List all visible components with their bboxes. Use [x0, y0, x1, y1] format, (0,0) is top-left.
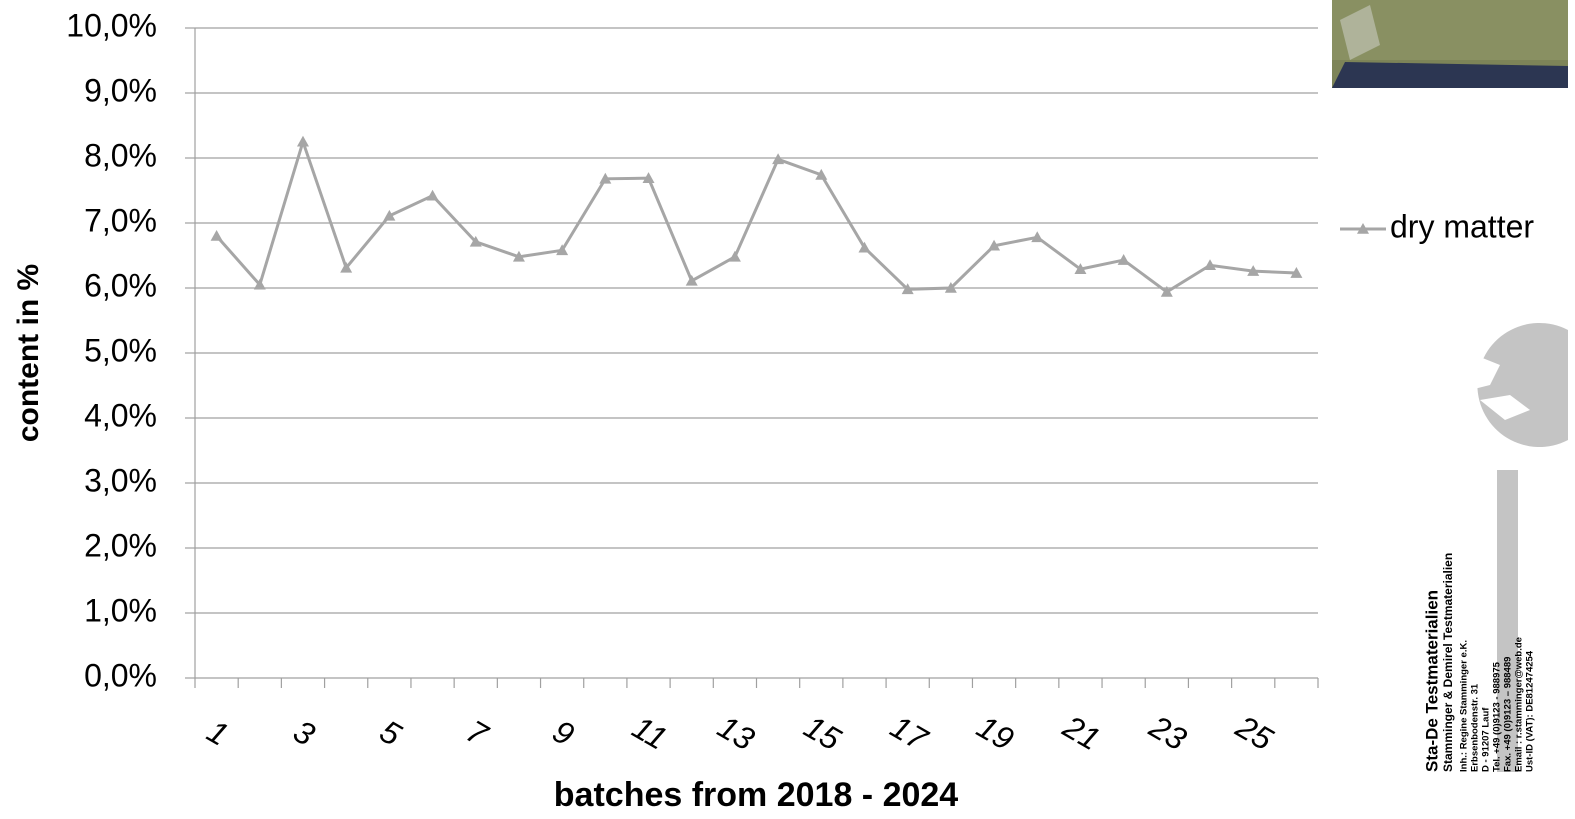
y-tick-label: 8,0%	[84, 137, 157, 173]
y-tick-label: 0,0%	[84, 657, 157, 693]
series-line	[217, 142, 1297, 292]
point-marker	[772, 153, 784, 164]
photo	[1332, 0, 1568, 88]
x-tick-label: 1	[201, 713, 234, 753]
y-tick-label: 2,0%	[84, 527, 157, 563]
point-marker	[297, 136, 309, 147]
point-marker	[686, 275, 698, 286]
logo-line: Inh.: Regine Stamminger e.K.	[1459, 640, 1470, 772]
logo-line: Ust-ID (VAT): DE812474254	[1525, 650, 1536, 772]
y-tick-label: 4,0%	[84, 397, 157, 433]
point-marker	[211, 230, 223, 241]
chart: Sta-De TestmaterialienStamminger & Demir…	[0, 0, 1575, 819]
y-tick-label: 6,0%	[84, 267, 157, 303]
x-tick-label: 9	[547, 713, 581, 753]
y-tick-label: 9,0%	[84, 72, 157, 108]
x-tick-label: 17	[885, 708, 935, 758]
x-tick-label: 5	[374, 713, 408, 753]
x-tick-label: 21	[1056, 708, 1106, 757]
x-axis-label: batches from 2018 - 2024	[554, 776, 959, 814]
x-tick-label: 19	[971, 708, 1020, 757]
logo-line: Email : r.stamminger@web.de	[1514, 637, 1525, 772]
y-tick-label: 7,0%	[84, 202, 157, 238]
logo-line: Tel. +49 (0)9123 - 988975	[1492, 661, 1503, 772]
point-marker	[729, 251, 741, 262]
x-tick-label: 15	[798, 708, 847, 757]
y-axis-label: content in %	[12, 264, 45, 442]
logo-line: Erbsenbodenstr. 31	[1470, 683, 1481, 772]
x-tick-label: 11	[626, 709, 673, 757]
x-tick-label: 23	[1143, 708, 1193, 758]
x-tick-label: 7	[460, 713, 494, 754]
logo-line: Fax. +49 (0)9123 – 988489	[1503, 657, 1514, 772]
logo-line: D - 91207 Lauf	[1481, 707, 1492, 772]
x-tick-label: 3	[288, 713, 322, 753]
x-tick-label: 25	[1229, 708, 1279, 758]
x-tick-label: 13	[712, 708, 761, 757]
y-tick-label: 3,0%	[84, 462, 157, 498]
logo-title: Sta-De Testmaterialien	[1422, 590, 1441, 772]
y-tick-label: 10,0%	[66, 7, 157, 43]
logo-line: Stamminger & Demirel Testmaterialien	[1441, 553, 1455, 772]
legend-label: dry matter	[1390, 208, 1534, 244]
point-marker	[427, 190, 439, 201]
y-tick-label: 1,0%	[84, 592, 157, 628]
y-tick-label: 5,0%	[84, 332, 157, 368]
